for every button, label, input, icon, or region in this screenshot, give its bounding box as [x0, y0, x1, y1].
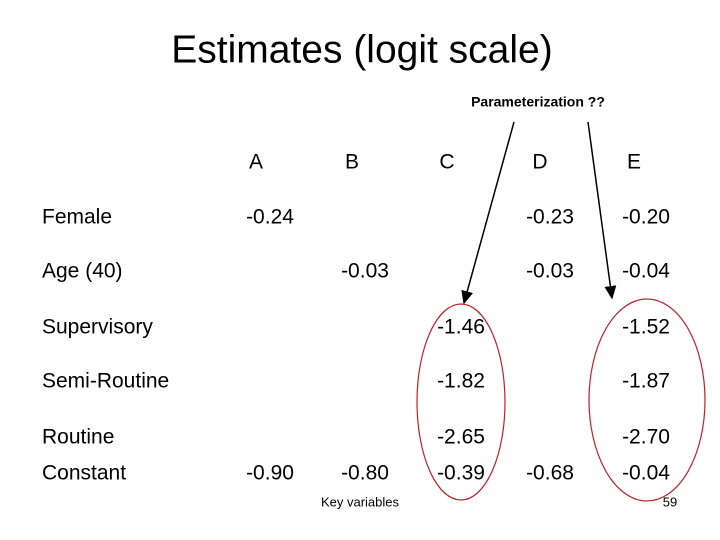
slide-title: Estimates (logit scale)	[171, 28, 552, 71]
cell-value: -1.46	[437, 316, 485, 339]
cell-value: -0.04	[622, 462, 670, 485]
cell-value: -0.80	[341, 462, 389, 485]
cell-value: -1.52	[622, 316, 670, 339]
cell-value: -2.65	[437, 426, 485, 449]
table: A B C D E Female -0.24 -0.23 -0.20 Age (40) -0.03 -…	[42, 151, 670, 485]
cell-value: -1.87	[622, 370, 670, 393]
cell-value: -2.70	[622, 426, 670, 449]
cell-value: -0.03	[526, 260, 574, 283]
cell-value: -0.90	[246, 462, 294, 485]
column-header: E	[627, 151, 641, 174]
row-label: Age (40)	[42, 260, 123, 283]
cell-value: -0.04	[622, 260, 670, 283]
column-header: C	[439, 151, 454, 174]
row-label: Constant	[42, 462, 126, 485]
row-label: Routine	[42, 426, 114, 449]
cell-value: -0.23	[526, 206, 574, 229]
cell-value: -0.03	[341, 260, 389, 283]
arrow	[587, 121, 617, 300]
column-header: A	[249, 151, 263, 174]
page-number: 59	[663, 494, 677, 509]
highlight-ellipse	[416, 303, 506, 501]
column-header: D	[532, 151, 547, 174]
arrow	[461, 121, 515, 305]
row-label: Semi-Routine	[42, 370, 169, 393]
cell-value: -0.20	[622, 206, 670, 229]
row-label: Supervisory	[42, 316, 153, 339]
cell-value: -0.24	[246, 206, 294, 229]
footnote: Key variables	[321, 494, 400, 509]
row-label: Female	[42, 206, 112, 229]
column-header: B	[345, 151, 359, 174]
cell-value: -0.39	[437, 462, 485, 485]
annotation: Parameterization ??	[471, 94, 605, 110]
cell-value: -0.68	[526, 462, 574, 485]
highlight-ellipse	[588, 298, 706, 502]
cell-value: -1.82	[437, 370, 485, 393]
